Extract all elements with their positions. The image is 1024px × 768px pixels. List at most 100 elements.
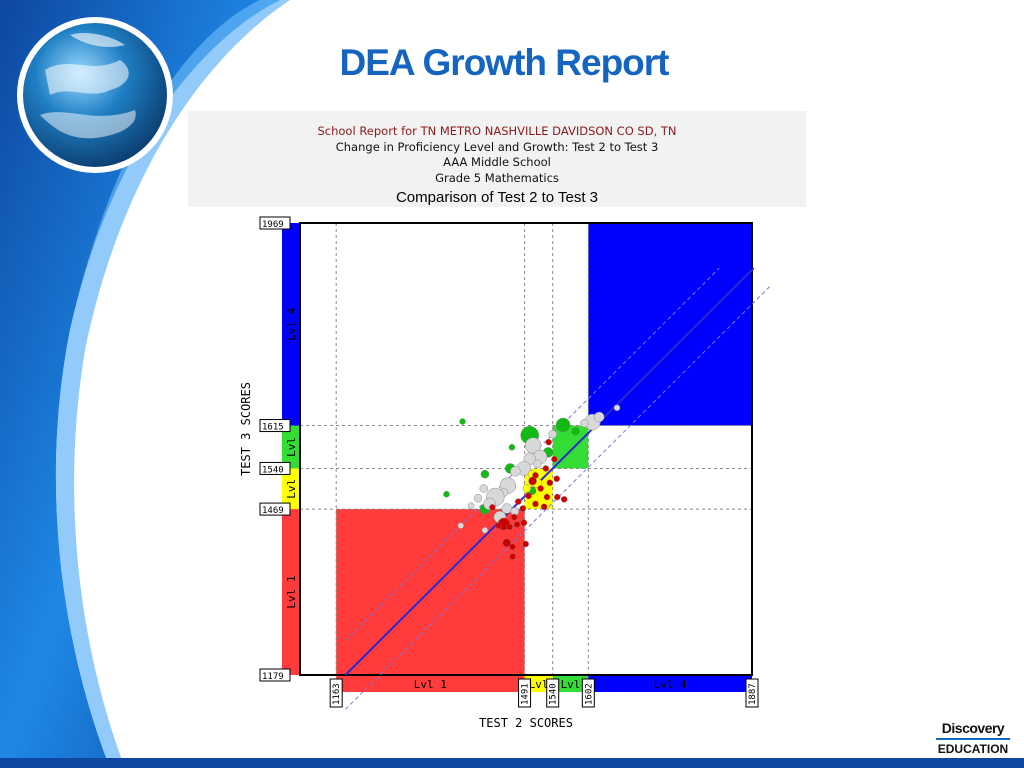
x-tick: 1491: [518, 678, 532, 708]
data-point: [546, 479, 554, 486]
y-tick-label: 1615: [262, 423, 284, 433]
data-point: [551, 456, 558, 463]
data-point: [525, 492, 532, 500]
y-tick-label: 1469: [262, 506, 284, 516]
x-level-band: [336, 675, 525, 692]
data-point: [443, 491, 450, 498]
guide-line: [345, 285, 770, 710]
y-level-label: Lvl: [285, 437, 298, 457]
x-tick: 1887: [745, 678, 759, 708]
x-level-label: Lvl: [529, 678, 549, 691]
grade-subject: Grade 5 Mathematics: [435, 170, 559, 185]
logo-line1: Discovery: [941, 720, 1005, 736]
data-point: [459, 418, 466, 425]
data-point: [509, 553, 516, 560]
level-1-region: [336, 509, 525, 675]
school-name: AAA Middle School: [443, 155, 551, 169]
x-level-band: [588, 675, 752, 692]
data-point: [532, 459, 542, 469]
comparison-title: Comparison of Test 2 to Test 3: [395, 189, 599, 206]
x-tick-box: [518, 678, 532, 708]
guide-line: [345, 267, 720, 642]
data-point: [479, 484, 488, 493]
data-point: [613, 404, 621, 412]
x-tick-box: [581, 678, 595, 708]
data-point: [545, 438, 552, 446]
x-level-band: [524, 675, 553, 692]
x-level-label: Lvl 4: [654, 678, 687, 691]
data-point: [540, 503, 548, 510]
y-level-band: [282, 509, 300, 675]
x-tick-box: [329, 678, 343, 708]
x-tick-box: [546, 678, 560, 708]
data-point: [542, 465, 550, 472]
data-point: [481, 527, 489, 534]
data-point: [520, 519, 528, 527]
x-level-band: [552, 675, 589, 692]
bottom-bar: [0, 758, 1024, 768]
y-tick-label: 1540: [262, 465, 284, 475]
x-tick: 1602: [581, 678, 595, 708]
slide-title: DEA Growth Report: [339, 42, 669, 83]
discovery-education-logo: Discovery EDUCATION: [936, 720, 1010, 756]
report-header: School Report for TN METRO NASHVILLE DAV…: [188, 111, 806, 207]
data-point: [473, 494, 483, 503]
y-tick-box: [259, 216, 291, 230]
logo-line2: EDUCATION: [936, 738, 1010, 756]
x-level-label: Lvl: [561, 678, 581, 691]
x-tick-label: 1540: [549, 683, 559, 705]
data-point: [548, 429, 557, 439]
data-point: [560, 496, 568, 503]
trend-line: [344, 267, 755, 676]
report-subtitle: Change in Proficiency Level and Growth: …: [335, 139, 659, 154]
data-point: [515, 498, 522, 505]
data-point: [580, 419, 589, 428]
x-tick-label: 1602: [584, 683, 594, 705]
data-point: [524, 437, 542, 454]
data-point: [554, 493, 561, 501]
y-level-band: [282, 223, 300, 426]
data-point: [571, 427, 580, 436]
y-tick-box: [259, 419, 291, 433]
data-point: [519, 505, 527, 512]
data-point: [543, 493, 551, 501]
x-tick-label: 1887: [748, 683, 758, 705]
data-point: [553, 475, 560, 482]
x-tick-label: 1491: [521, 683, 531, 705]
data-point: [528, 476, 537, 486]
x-tick-box: [745, 678, 759, 708]
blue-swoosh: [0, 0, 280, 768]
level-4-region: [588, 223, 752, 426]
y-tick-box: [259, 668, 291, 682]
data-point: [532, 500, 539, 508]
growth-scatter-chart: 1179 1469 1540 1615 1969 1163 1491 1540 1602 1887…: [239, 216, 770, 730]
data-point: [522, 540, 529, 548]
y-level-band: [282, 468, 300, 510]
data-point: [522, 484, 532, 493]
x-level-label: Lvl 1: [414, 678, 447, 691]
y-level-label: Lvl 4: [285, 307, 298, 340]
data-point: [509, 543, 516, 551]
y-tick-label: 1179: [262, 672, 284, 682]
x-tick: 1163: [329, 678, 343, 708]
data-point: [502, 538, 511, 548]
data-point: [495, 522, 502, 529]
data-point: [457, 522, 465, 529]
data-point: [555, 417, 571, 433]
plot-frame: [299, 222, 753, 676]
x-axis-title: TEST 2 SCORES: [479, 716, 573, 730]
data-point: [594, 411, 605, 423]
x-tick-label: 1163: [332, 683, 342, 705]
x-tick: 1540: [546, 678, 560, 708]
y-tick-box: [259, 502, 291, 516]
y-level-label: Lvl: [285, 479, 298, 499]
light-swoosh: [55, 0, 290, 768]
data-point: [513, 521, 521, 528]
data-point: [506, 523, 513, 531]
data-point: [467, 502, 475, 509]
data-point: [508, 444, 516, 451]
data-point: [489, 504, 496, 511]
data-point: [511, 513, 518, 521]
school-report-line: School Report for TN METRO NASHVILLE DAV…: [317, 124, 677, 138]
